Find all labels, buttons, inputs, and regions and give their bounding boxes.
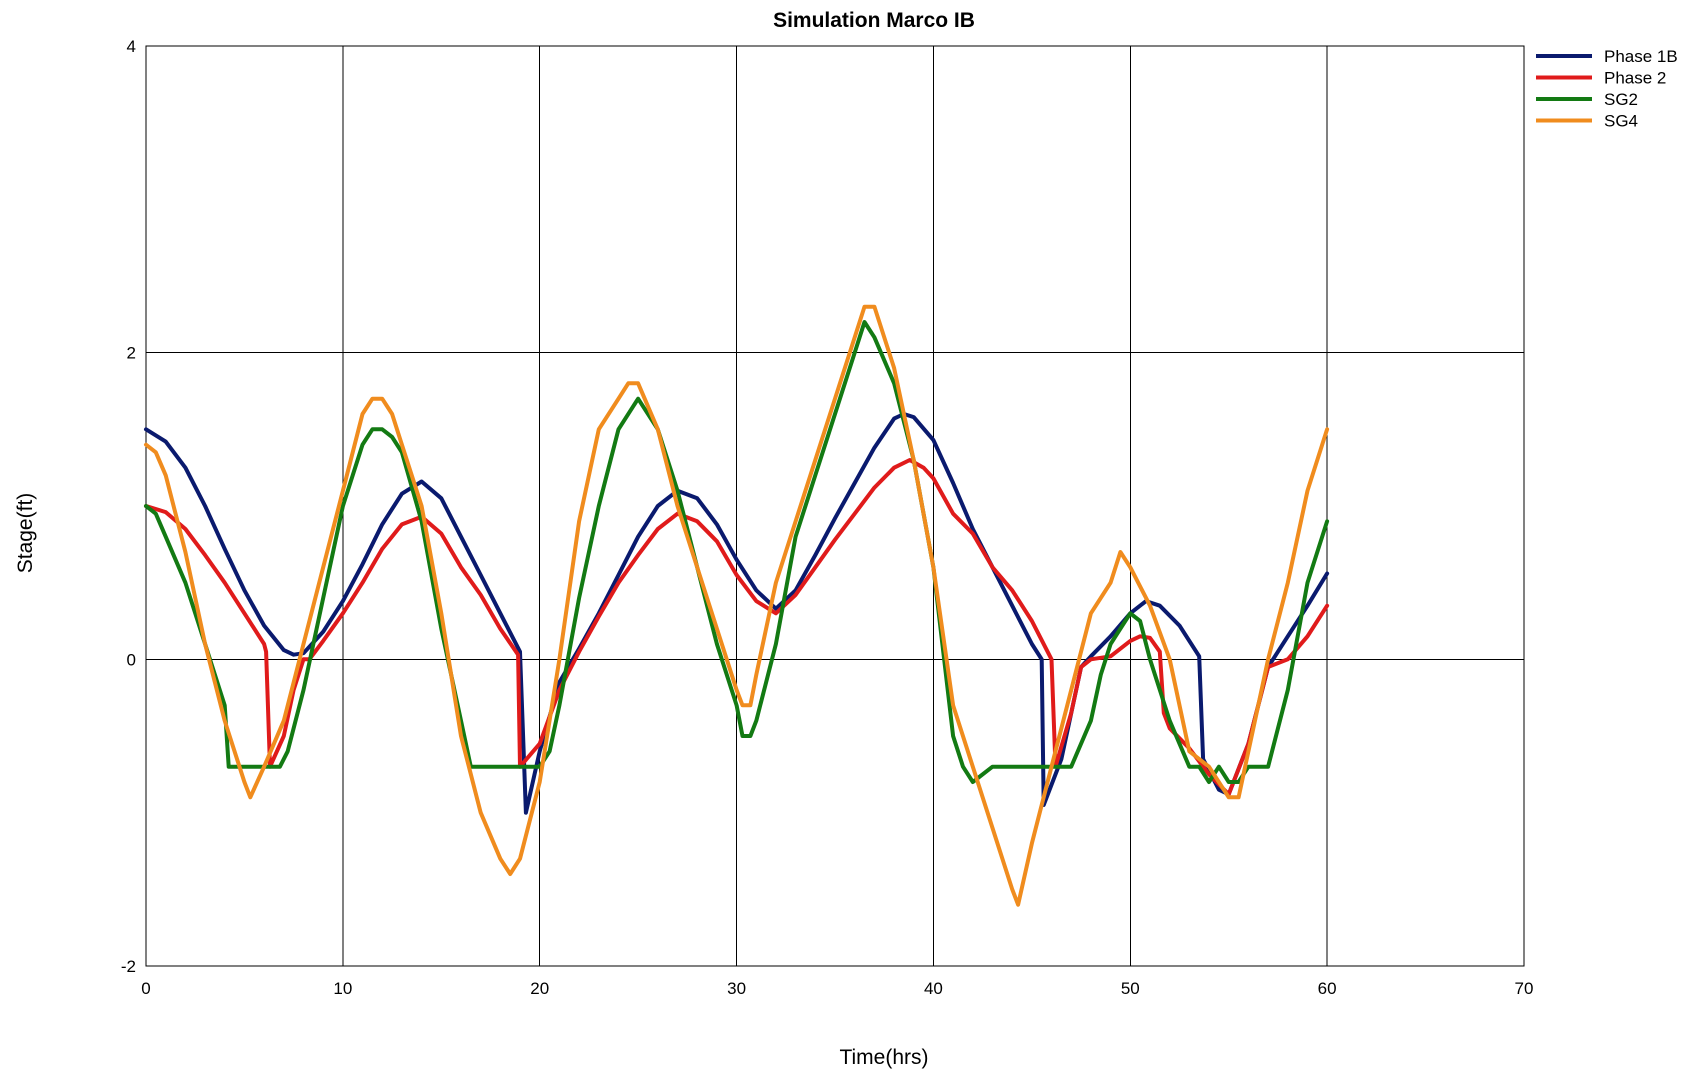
series-layer	[144, 304, 1330, 907]
x-tick-label: 40	[924, 979, 943, 998]
series-line-phase-1b	[144, 412, 1330, 815]
legend-item: Phase 1B	[1536, 47, 1678, 66]
x-tick-labels: 0 10 20 30 40 50 60 70	[141, 979, 1533, 998]
legend-label: Phase 2	[1604, 69, 1666, 88]
chart-title: Simulation Marco IB	[773, 9, 975, 32]
legend: Phase 1B Phase 2 SG2 SG4	[1536, 47, 1678, 131]
grid-lines	[145, 45, 1525, 967]
plot-area-frame	[145, 45, 1525, 967]
legend-label: Phase 1B	[1604, 47, 1678, 66]
x-tick-label: 30	[727, 979, 746, 998]
x-tick-label: 50	[1121, 979, 1140, 998]
y-tick-label: -2	[121, 957, 136, 976]
series-line-sg4	[144, 304, 1330, 907]
legend-item: SG4	[1536, 112, 1638, 131]
y-axis-label: Stage(ft)	[14, 493, 37, 574]
y-tick-labels: -2 0 2 4	[121, 37, 136, 976]
legend-item: Phase 2	[1536, 69, 1666, 88]
y-tick-label: 0	[127, 650, 136, 669]
x-axis-label: Time(hrs)	[839, 1046, 928, 1069]
y-tick-label: 4	[127, 37, 136, 56]
y-tick-label: 2	[127, 344, 136, 363]
legend-item: SG2	[1536, 90, 1638, 109]
x-tick-label: 60	[1318, 979, 1337, 998]
x-tick-label: 0	[141, 979, 150, 998]
x-tick-label: 20	[530, 979, 549, 998]
x-tick-label: 10	[333, 979, 352, 998]
x-tick-label: 70	[1515, 979, 1534, 998]
legend-label: SG2	[1604, 90, 1638, 109]
series-line-sg2	[144, 320, 1330, 784]
legend-label: SG4	[1604, 112, 1638, 131]
